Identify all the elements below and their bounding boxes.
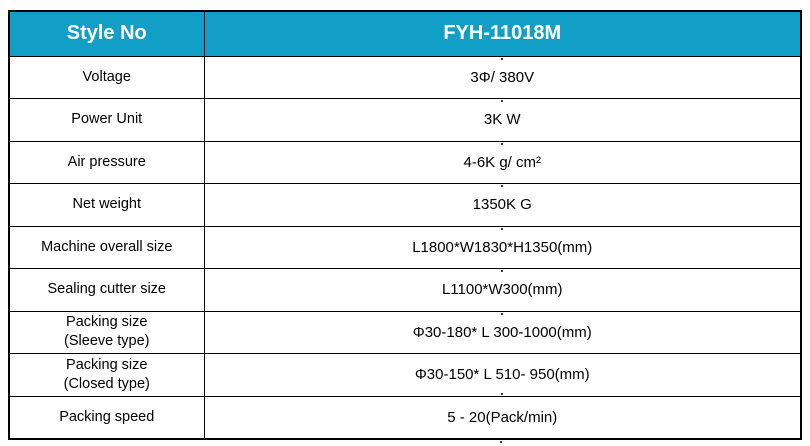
- table-row: Voltage 3Φ/ 380V: [8, 55, 802, 99]
- spec-value: 5 - 20(Pack/min): [203, 395, 802, 439]
- spec-label: Packing size (Sleeve type): [8, 310, 205, 354]
- header-row: Style No FYH-11018M: [8, 10, 802, 57]
- spec-value: L1100*W300(mm): [203, 268, 802, 312]
- table-row: Packing speed 5 - 20(Pack/min): [8, 395, 802, 439]
- table-row: Air pressure 4-6K g/ cm²: [8, 140, 802, 184]
- spec-label: Air pressure: [8, 140, 205, 184]
- table-row: Packing size (Closed type) Φ30-150* L 51…: [8, 353, 802, 397]
- table-row: Power Unit 3K W: [8, 98, 802, 142]
- model-number-header: FYH-11018M: [203, 10, 802, 57]
- spec-label: Power Unit: [8, 98, 205, 142]
- table-row: Net weight 1350K G: [8, 183, 802, 227]
- spec-label: Packing size (Closed type): [8, 353, 205, 397]
- table-row: Sealing cutter size L1100*W300(mm): [8, 268, 802, 312]
- spec-table: Style No FYH-11018M Voltage 3Φ/ 380V Pow…: [8, 10, 802, 440]
- spec-value: 3Φ/ 380V: [203, 55, 802, 99]
- style-no-header: Style No: [8, 10, 205, 57]
- table-row: Machine overall size L1800*W1830*H1350(m…: [8, 225, 802, 269]
- spec-value: Φ30-180* L 300-1000(mm): [203, 310, 802, 354]
- dot-artifact: [500, 441, 502, 443]
- spec-label: Voltage: [8, 55, 205, 99]
- spec-label: Net weight: [8, 183, 205, 227]
- spec-value: 1350K G: [203, 183, 802, 227]
- spec-label: Machine overall size: [8, 225, 205, 269]
- table-row: Packing size (Sleeve type) Φ30-180* L 30…: [8, 310, 802, 354]
- spec-value: Φ30-150* L 510- 950(mm): [203, 353, 802, 397]
- spec-label: Sealing cutter size: [8, 268, 205, 312]
- spec-label: Packing speed: [8, 395, 205, 439]
- spec-value: L1800*W1830*H1350(mm): [203, 225, 802, 269]
- spec-value: 3K W: [203, 98, 802, 142]
- spec-value: 4-6K g/ cm²: [203, 140, 802, 184]
